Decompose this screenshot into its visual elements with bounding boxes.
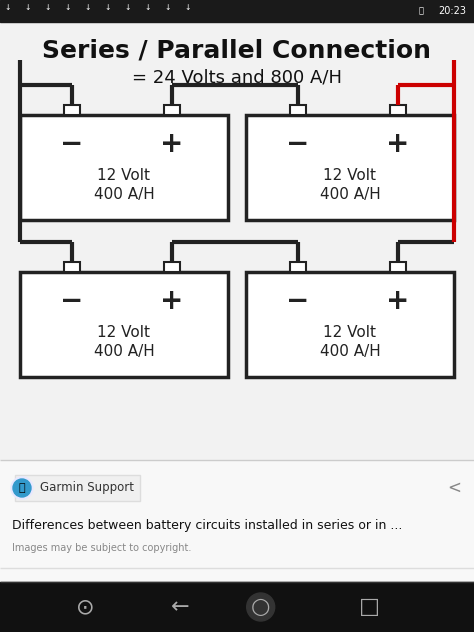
Text: 12 Volt: 12 Volt [98,325,151,341]
Text: RELATED IMAGES: RELATED IMAGES [12,583,120,593]
Text: ↓: ↓ [25,4,31,13]
Bar [390,105,406,115]
Bar [64,262,80,272]
Text: −: − [286,288,310,315]
Text: 400 A/H: 400 A/H [319,187,380,202]
Text: = 24 Volts and 800 A/H: = 24 Volts and 800 A/H [132,69,342,87]
Bar [164,262,180,272]
Text: 20:23: 20:23 [438,6,466,16]
Text: 400 A/H: 400 A/H [94,187,155,202]
Text: □: □ [359,597,380,617]
Bar [64,105,80,115]
Text: ←: ← [171,597,190,617]
Text: ↓: ↓ [125,4,131,13]
Text: SERIES-PARALLEL CONNECTION: SERIES-PARALLEL CONNECTION [341,626,461,632]
Text: ↓: ↓ [145,4,151,13]
Text: +: + [386,130,410,159]
Text: Images may be subject to copyright.: Images may be subject to copyright. [12,543,191,553]
Bar [0,0,474,22]
Text: SEE MORE: SEE MORE [408,583,466,593]
Bar [15,475,140,501]
Text: −: − [286,130,310,159]
Text: +: + [160,130,183,159]
Bar [0,22,474,460]
Bar [324,608,474,632]
Text: 🌐: 🌐 [18,483,25,493]
Text: 400 A/H: 400 A/H [94,344,155,360]
Text: Parallel: Parallel [71,626,99,632]
Text: Garmin Support: Garmin Support [40,482,134,494]
Text: 400 A/H: 400 A/H [319,344,380,360]
Text: Series Connection: Series Connection [209,626,278,632]
Bar [20,272,228,377]
Text: ↓: ↓ [5,4,11,13]
Text: +: + [160,288,183,315]
Text: ↓: ↓ [165,4,171,13]
Bar [20,115,228,220]
Text: ○: ○ [251,597,270,617]
Text: 12 Volt: 12 Volt [323,168,376,183]
Bar [246,272,454,377]
Circle shape [11,477,33,499]
Circle shape [13,479,31,497]
Bar [290,105,306,115]
Circle shape [246,593,275,621]
Bar [164,105,180,115]
Text: Series / Parallel Connection: Series / Parallel Connection [43,38,431,62]
Text: ↓: ↓ [185,4,191,13]
Text: ↓: ↓ [85,4,91,13]
Bar [166,608,320,632]
Text: 12 Volt: 12 Volt [323,325,376,341]
Text: 12 Volt: 12 Volt [98,168,151,183]
Text: +: + [386,288,410,315]
Text: Differences between battery circuits installed in series or in ...: Differences between battery circuits ins… [12,518,402,532]
Bar [290,262,306,272]
Text: 🔋: 🔋 [419,6,424,16]
Text: ↓: ↓ [45,4,51,13]
Bar [246,115,454,220]
Text: ↓: ↓ [105,4,111,13]
Text: ↓: ↓ [65,4,71,13]
Bar [390,262,406,272]
Text: ⊙: ⊙ [76,597,95,617]
Text: −: − [60,288,83,315]
Bar [8,608,162,632]
Text: −: − [60,130,83,159]
Bar [0,460,474,632]
Bar [0,582,474,632]
Text: <: < [447,479,461,497]
